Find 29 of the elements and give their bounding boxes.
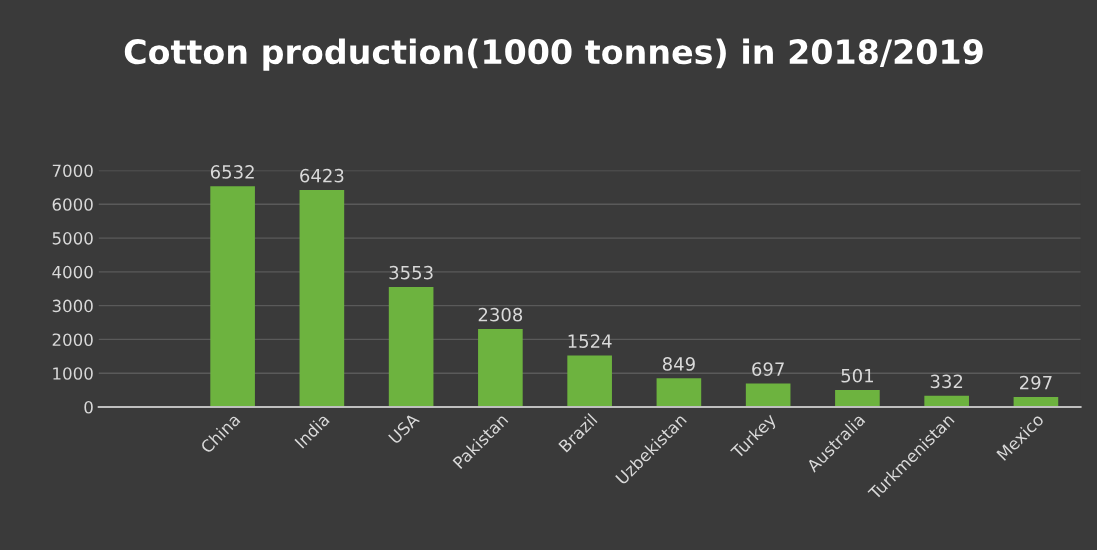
y-tick-label: 0 <box>84 400 93 414</box>
y-tick-label: 1000 <box>53 367 93 380</box>
data-label: 501 <box>841 368 873 383</box>
x-tick-label: USA <box>387 412 421 445</box>
data-label: 297 <box>1020 375 1052 390</box>
bar <box>388 286 434 407</box>
data-label: 3553 <box>389 265 433 280</box>
bar <box>835 390 880 407</box>
bar <box>924 395 969 407</box>
data-label: 6423 <box>300 168 344 183</box>
bar <box>567 355 612 407</box>
data-label: 849 <box>662 357 695 371</box>
data-label: 332 <box>930 374 963 389</box>
data-label: 697 <box>752 362 784 376</box>
chart-title: Cotton production(1000 tonnes) in 2018/2019 <box>124 38 983 71</box>
data-label: 6532 <box>210 165 254 179</box>
data-label: 1524 <box>568 334 612 348</box>
bar <box>210 186 255 407</box>
bar <box>745 383 791 407</box>
y-tick-label: 3000 <box>52 299 93 313</box>
bar <box>478 329 523 407</box>
y-tick-label: 4000 <box>52 265 93 279</box>
bar <box>656 378 702 407</box>
y-tick-label: 6000 <box>52 198 93 211</box>
y-tick-label: 5000 <box>52 232 93 245</box>
y-tick-label: 7000 <box>52 164 93 178</box>
bar <box>299 189 345 407</box>
data-label: 2308 <box>478 307 523 322</box>
y-tick-label: 2000 <box>52 333 93 346</box>
